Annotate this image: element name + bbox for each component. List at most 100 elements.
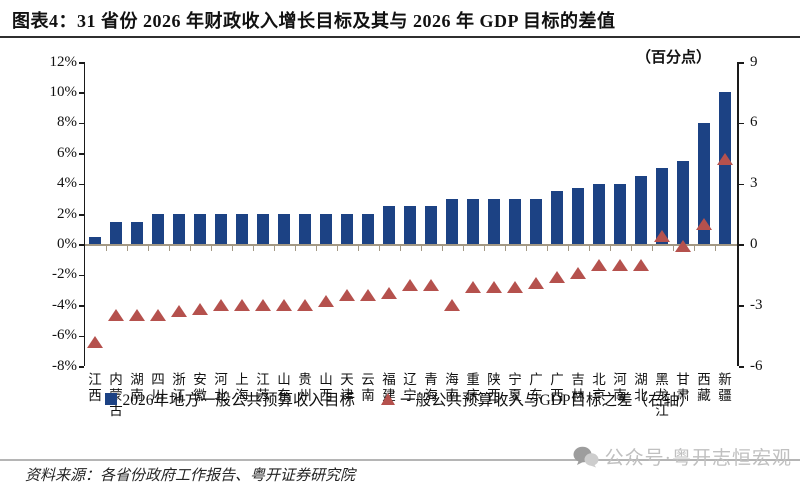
- left-axis-tick: [78, 335, 84, 338]
- x-axis-label-char: 甘: [676, 372, 690, 387]
- x-axis-label-char: 西: [319, 387, 333, 403]
- source-note: 资料来源：各省份政府工作报告、粤开证券研究院: [25, 468, 356, 484]
- category-tick: [294, 245, 296, 251]
- x-axis-label-char: 新: [718, 372, 732, 387]
- watermark: 公众号·粤开志恒宏观: [573, 443, 792, 470]
- bar: [404, 206, 416, 245]
- triangle-marker: [381, 287, 397, 300]
- x-axis-label-char: 黑: [655, 372, 669, 387]
- left-axis-tick-label: 8%: [57, 114, 77, 131]
- bar: [152, 214, 164, 245]
- x-axis-label: 重庆: [464, 372, 482, 403]
- x-axis-label-char: 海: [235, 387, 249, 403]
- triangle-marker: [171, 305, 187, 318]
- footer-divider: [0, 459, 800, 461]
- right-axis-tick-label: -3: [750, 296, 763, 313]
- x-axis-label-char: 贵: [298, 372, 312, 387]
- x-axis-label: 天津: [338, 372, 356, 403]
- category-tick: [105, 245, 107, 251]
- legend: 2026年地方一般公共预算收入目标 一般公共预算收入与GDP目标之差（右轴）: [0, 388, 800, 410]
- x-axis-label-char: 东: [277, 387, 291, 403]
- x-axis-label-char: 安: [193, 372, 207, 387]
- left-axis-line: [83, 62, 85, 366]
- x-axis-label-char: 南: [130, 387, 144, 403]
- x-axis-label: 青海: [422, 372, 440, 403]
- x-axis-label-char: 北: [634, 387, 648, 403]
- category-tick: [357, 245, 359, 251]
- x-axis-label: 安徽: [191, 372, 209, 403]
- x-axis-label: 贵州: [296, 372, 314, 403]
- triangle-marker: [297, 299, 313, 312]
- bar: [194, 214, 206, 245]
- bar: [110, 221, 122, 245]
- x-axis-label-char: 苏: [256, 387, 270, 403]
- bar: [467, 198, 479, 245]
- category-tick: [588, 245, 590, 251]
- x-axis-label-char: 宁: [508, 372, 522, 387]
- category-tick: [399, 245, 401, 251]
- x-axis-label: 甘肃: [674, 372, 692, 403]
- left-axis-tick-label: 10%: [49, 83, 78, 100]
- category-tick: [210, 245, 212, 251]
- x-axis-label: 江西: [86, 372, 104, 403]
- bar: [446, 198, 458, 245]
- bar: [656, 168, 668, 245]
- bar: [131, 221, 143, 245]
- x-axis-label-char: 徽: [193, 387, 207, 403]
- x-axis-label-char: 川: [151, 387, 165, 403]
- bar: [173, 214, 185, 245]
- left-axis-tick: [78, 153, 84, 155]
- category-tick: [609, 245, 611, 251]
- x-axis-label-char: 西: [550, 387, 564, 403]
- x-axis-label-char: 湖: [130, 372, 144, 387]
- left-axis-tick-label: -2%: [52, 266, 77, 283]
- category-tick: [126, 245, 128, 251]
- category-tick: [693, 245, 695, 251]
- triangle-marker: [108, 309, 124, 322]
- x-axis-label-char: 南: [361, 387, 375, 403]
- bar: [362, 214, 374, 245]
- left-axis-tick: [78, 183, 84, 186]
- left-axis-tick-label: -4%: [52, 296, 77, 313]
- x-axis-label-char: 陕: [487, 372, 501, 387]
- bar: [236, 214, 248, 245]
- category-tick: [420, 245, 422, 251]
- x-axis-label: 北京: [590, 372, 608, 403]
- category-tick: [168, 245, 170, 251]
- x-axis-label-char: 海: [445, 372, 459, 387]
- triangle-marker: [276, 299, 292, 312]
- x-axis-label: 吉林: [569, 372, 587, 403]
- category-tick: [378, 245, 380, 251]
- bar: [425, 206, 437, 245]
- bar: [593, 183, 605, 245]
- figure-title: 图表4：31 省份 2026 年财政收入增长目标及其与 2026 年 GDP 目…: [12, 11, 616, 31]
- bar: [572, 188, 584, 245]
- right-axis-tick-label: 0: [750, 235, 758, 252]
- x-axis-label-char: 江: [172, 387, 186, 403]
- bar: [530, 198, 542, 245]
- triangle-marker: [486, 280, 502, 293]
- x-axis-label-char: 肃: [676, 387, 690, 403]
- x-axis-label: 河北: [212, 372, 230, 403]
- x-axis-label: 河南: [611, 372, 629, 403]
- triangle-marker: [654, 230, 670, 243]
- triangle-marker: [444, 299, 460, 312]
- category-tick: [189, 245, 191, 251]
- x-axis-label: 辽宁: [401, 372, 419, 403]
- triangle-marker: [528, 276, 544, 289]
- right-axis-tick: [738, 305, 744, 307]
- wechat-bubbles-icon: [573, 446, 599, 467]
- triangle-marker: [423, 278, 439, 291]
- triangle-marker: [696, 218, 712, 231]
- category-tick: [504, 245, 506, 251]
- x-axis-label-char: 古: [109, 403, 123, 418]
- triangle-marker: [213, 299, 229, 312]
- x-axis-label-char: 林: [571, 387, 585, 403]
- x-axis-label: 广西: [548, 372, 566, 403]
- left-axis-tick-label: 12%: [49, 53, 78, 70]
- bar: [551, 191, 563, 245]
- bar-series-label: 2026年地方一般公共预算收入目标: [122, 392, 355, 409]
- x-axis-label: 新疆: [716, 372, 734, 403]
- x-axis-label-char: 重: [466, 372, 480, 387]
